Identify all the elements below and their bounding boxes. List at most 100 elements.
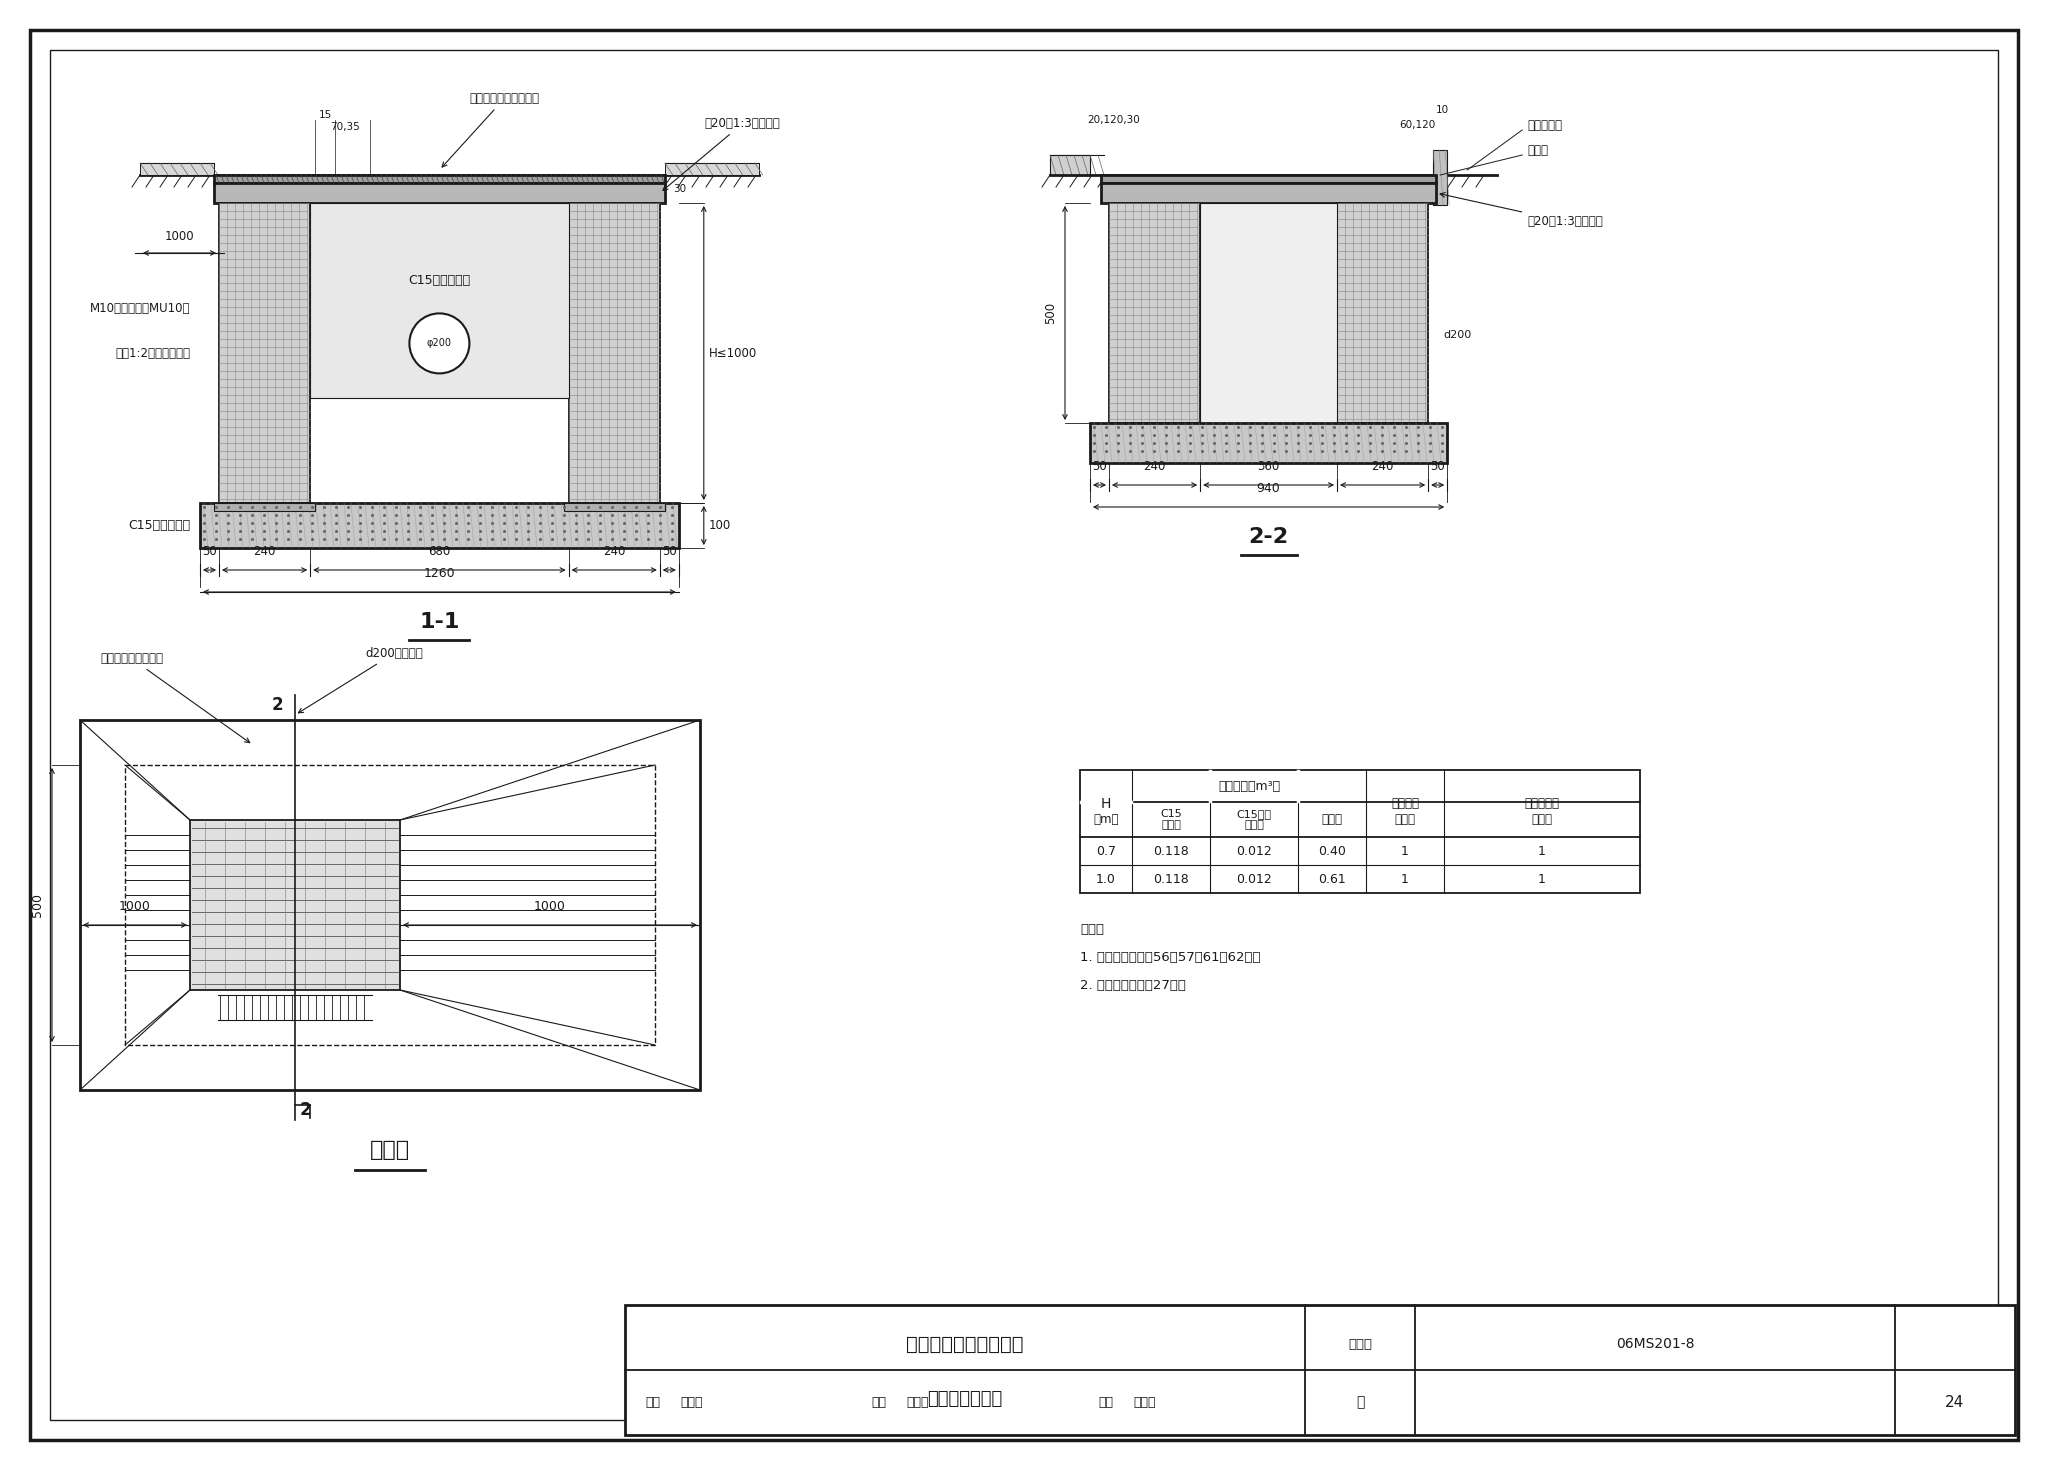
Bar [1102, 182, 1436, 203]
Text: 温丽晖: 温丽晖 [1133, 1396, 1155, 1410]
Text: 页: 页 [1356, 1395, 1364, 1410]
Text: （个）: （个） [1532, 813, 1552, 826]
Text: 墙内1:2水泥砂浆勾缝: 墙内1:2水泥砂浆勾缝 [115, 347, 190, 360]
Text: 2. 井圈见本图集第27页。: 2. 井圈见本图集第27页。 [1079, 979, 1186, 992]
Text: 座20厚1:3水泥砂浆: 座20厚1:3水泥砂浆 [1440, 193, 1604, 228]
Text: 500: 500 [1044, 301, 1057, 323]
Text: 混凝土井圈: 混凝土井圈 [1524, 797, 1559, 810]
Text: 盛奕节: 盛奕节 [907, 1396, 930, 1410]
Bar [1102, 175, 1436, 182]
Text: 1: 1 [1538, 844, 1546, 857]
Bar [219, 203, 309, 503]
Bar [1079, 770, 1640, 892]
Bar [213, 175, 666, 182]
Bar [1434, 150, 1448, 204]
Text: 10: 10 [1436, 104, 1448, 115]
Text: 1260: 1260 [424, 567, 455, 581]
Bar [1051, 154, 1090, 175]
Text: C15
混凝土: C15 混凝土 [1159, 809, 1182, 831]
Text: d200雨水口管: d200雨水口管 [299, 647, 422, 713]
Text: 立缘石: 立缘石 [1528, 144, 1548, 156]
Text: 15: 15 [319, 110, 332, 121]
Text: d200: d200 [1444, 329, 1470, 340]
Text: 2: 2 [299, 1101, 311, 1119]
Text: 500: 500 [31, 892, 43, 917]
Text: 2-2: 2-2 [1249, 528, 1288, 547]
Text: 王懂山: 王懂山 [680, 1396, 702, 1410]
Text: 1: 1 [1401, 844, 1409, 857]
Text: H≤1000: H≤1000 [709, 347, 758, 360]
Text: 1.0: 1.0 [1096, 873, 1116, 885]
Text: 1000: 1000 [535, 900, 565, 913]
Text: 50: 50 [1092, 460, 1106, 473]
Text: 360: 360 [1257, 460, 1280, 473]
Text: 0.61: 0.61 [1319, 873, 1346, 885]
Text: 06MS201-8: 06MS201-8 [1616, 1338, 1694, 1351]
Text: 24: 24 [1946, 1395, 1964, 1410]
Bar [569, 203, 659, 503]
Text: 240: 240 [254, 545, 276, 559]
Text: 铸铁算子: 铸铁算子 [1391, 797, 1419, 810]
Text: 0.012: 0.012 [1237, 873, 1272, 885]
Text: C15混凝土基础: C15混凝土基础 [127, 519, 190, 532]
Text: 20,120,30: 20,120,30 [1087, 115, 1141, 125]
Circle shape [410, 313, 469, 373]
Bar [213, 182, 666, 203]
Text: 2: 2 [272, 695, 283, 714]
Bar [80, 720, 700, 1089]
Bar [309, 203, 569, 398]
Text: C15细石
混凝土: C15细石 混凝土 [1237, 809, 1272, 831]
Text: 940: 940 [1257, 482, 1280, 495]
Text: 0.7: 0.7 [1096, 844, 1116, 857]
Text: 240: 240 [602, 545, 625, 559]
Bar [625, 1305, 2015, 1435]
Bar [1200, 203, 1337, 423]
Text: 1: 1 [1401, 873, 1409, 885]
Text: 座20厚1:3水泥砂浆: 座20厚1:3水泥砂浆 [664, 118, 780, 191]
Text: （个）: （个） [1395, 813, 1415, 826]
Text: 30: 30 [674, 184, 686, 194]
Text: 0.012: 0.012 [1237, 844, 1272, 857]
Text: H: H [1102, 797, 1112, 810]
Text: 1-1: 1-1 [420, 612, 459, 632]
Text: 设计: 设计 [1098, 1396, 1114, 1410]
Text: M10水泥砂浆砌MU10砖: M10水泥砂浆砌MU10砖 [90, 301, 190, 315]
Text: （m）: （m） [1094, 813, 1118, 826]
Bar [666, 163, 760, 175]
Text: 0.118: 0.118 [1153, 873, 1190, 885]
Text: 说明：: 说明： [1079, 923, 1104, 936]
Text: 图集号: 图集号 [1348, 1338, 1372, 1351]
Text: 680: 680 [428, 545, 451, 559]
Text: （混凝土井圈）: （混凝土井圈） [928, 1389, 1004, 1408]
Text: 1. 算子见本图集第56、57、61、62页。: 1. 算子见本图集第56、57、61、62页。 [1079, 951, 1260, 964]
Text: 50: 50 [1430, 460, 1446, 473]
Text: 1000: 1000 [119, 900, 152, 913]
Text: 240: 240 [1143, 460, 1165, 473]
Text: 工程数量（m³）: 工程数量（m³） [1219, 779, 1280, 792]
Bar [1110, 203, 1200, 423]
Text: 0.118: 0.118 [1153, 844, 1190, 857]
Text: 0.40: 0.40 [1319, 844, 1346, 857]
Text: 60,120: 60,120 [1399, 121, 1436, 129]
Text: 人行道铺装: 人行道铺装 [1528, 119, 1563, 131]
Text: 1: 1 [1538, 873, 1546, 885]
Bar [201, 503, 678, 548]
Text: 两块立缘石取中放置: 两块立缘石取中放置 [100, 653, 250, 742]
Text: 50: 50 [662, 545, 676, 559]
Text: 校对: 校对 [872, 1396, 887, 1410]
Text: 砖砌偏沟式单算雨水口: 砖砌偏沟式单算雨水口 [907, 1335, 1024, 1354]
Text: 50: 50 [203, 545, 217, 559]
Text: 审核: 审核 [645, 1396, 659, 1410]
Bar [563, 503, 666, 512]
Bar [1337, 203, 1427, 423]
Text: 混凝土井圈及铸铁算子: 混凝土井圈及铸铁算子 [442, 93, 539, 168]
Bar [139, 163, 213, 175]
Text: 70,35: 70,35 [330, 122, 360, 132]
Text: 100: 100 [709, 519, 731, 532]
Text: φ200: φ200 [426, 338, 453, 348]
Text: 240: 240 [1372, 460, 1395, 473]
Text: 平面图: 平面图 [371, 1141, 410, 1160]
Bar [190, 820, 399, 989]
Text: 1000: 1000 [164, 229, 195, 243]
Bar [125, 764, 655, 1045]
